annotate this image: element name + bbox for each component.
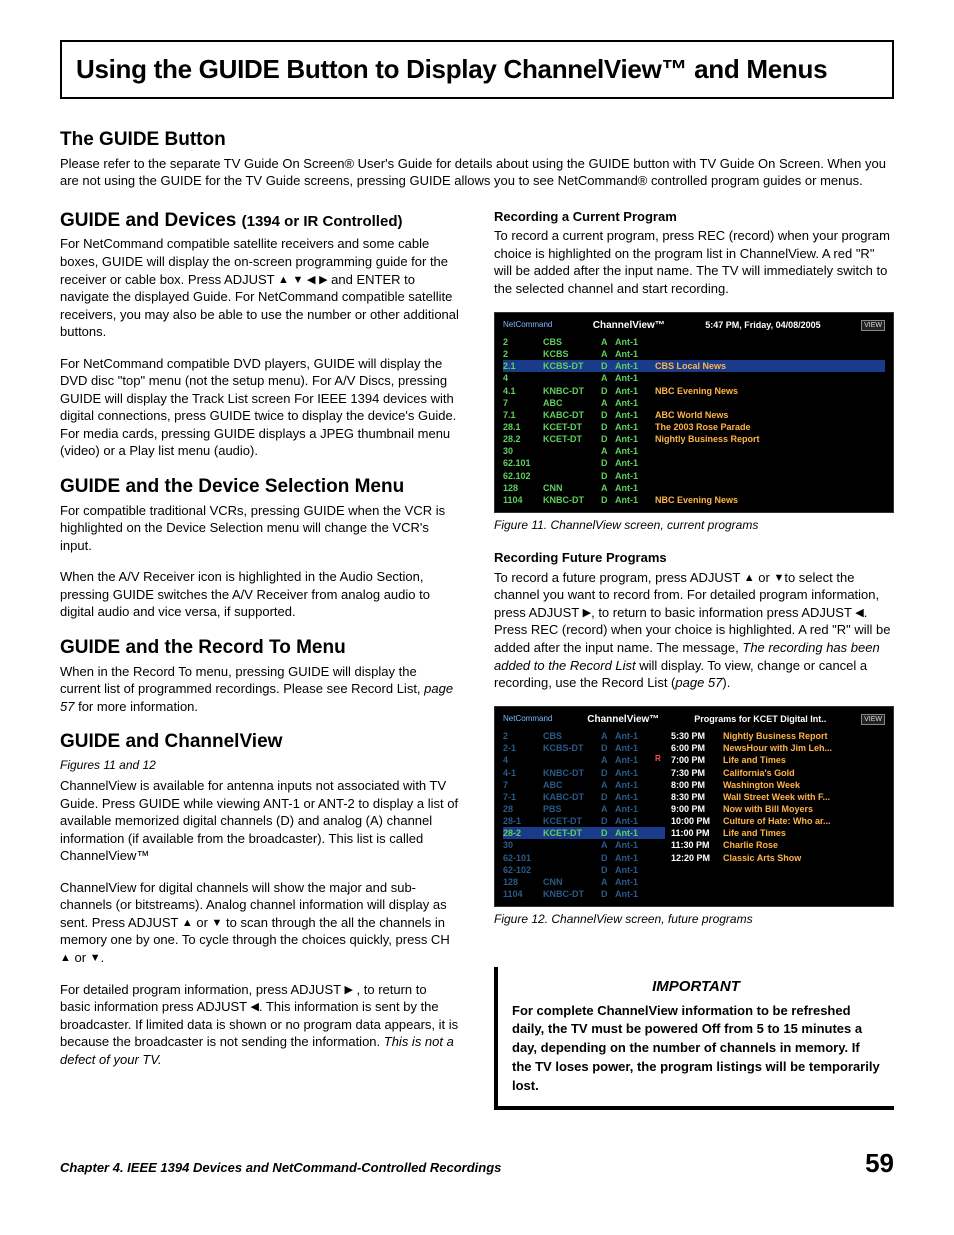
intro-section: The GUIDE Button Please refer to the sep…	[60, 127, 894, 190]
cv2-channel-row: 128CNNAAnt-1	[503, 876, 665, 888]
cv2-channel-row: 7ABCAAnt-1	[503, 779, 665, 791]
rec-current-body: To record a current program, press REC (…	[494, 227, 894, 297]
cv1-row: 30AAnt-1	[503, 445, 885, 457]
sec3-p1: When in the Record To menu, pressing GUI…	[60, 663, 460, 716]
cv2-title: ChannelView™	[587, 713, 659, 727]
page-title-box: Using the GUIDE Button to Display Channe…	[60, 40, 894, 99]
cv2-channel-row: 30AAnt-1	[503, 839, 665, 851]
cv1-rows: 2CBSAAnt-12KCBSAAnt-12.1KCBS-DTDAnt-1CBS…	[503, 336, 885, 506]
cv2-program-row: 9:00 PMNow with Bill Moyers	[671, 803, 885, 815]
channelview-screen-future: NetCommand ChannelView™ Programs for KCE…	[494, 706, 894, 907]
cv2-channel-row: 4AAnt-1R	[503, 754, 665, 766]
cv2-program-row: 7:00 PMLife and Times	[671, 754, 885, 766]
important-title: IMPORTANT	[512, 977, 880, 997]
cv2-program-row: 8:30 PMWall Street Week with F...	[671, 791, 885, 803]
cv2-channel-row: 1104KNBC-DTDAnt-1	[503, 888, 665, 900]
cv1-row: 2.1KCBS-DTDAnt-1CBS Local News	[503, 360, 885, 372]
right-column: Recording a Current Program To record a …	[494, 208, 894, 1110]
cv2-channel-row: 28PBSAAnt-1	[503, 803, 665, 815]
cv1-row: 4AAnt-1	[503, 372, 885, 384]
fig12-caption: Figure 12. ChannelView screen, future pr…	[494, 911, 894, 927]
channelview-screen-current: NetCommand ChannelView™ 5:47 PM, Friday,…	[494, 312, 894, 513]
sec2-p2: When the A/V Receiver icon is highlighte…	[60, 568, 460, 621]
cv2-brand: NetCommand	[503, 714, 552, 725]
cv2-program-row: 7:30 PMCalifornia's Gold	[671, 767, 885, 779]
rec-future-body: To record a future program, press ADJUST…	[494, 569, 894, 692]
cv1-row: 28.1KCET-DTDAnt-1The 2003 Rose Parade	[503, 421, 885, 433]
important-body: For complete ChannelView information to …	[512, 1002, 880, 1096]
cv2-programs: 5:30 PMNightly Business Report6:00 PMNew…	[671, 730, 885, 900]
rec-future-heading: Recording Future Programs	[494, 549, 894, 567]
sec4-subcaption: Figures 11 and 12	[60, 757, 460, 773]
left-column: GUIDE and Devices (1394 or IR Controlled…	[60, 208, 460, 1110]
cv1-row: 128CNNAAnt-1	[503, 482, 885, 494]
cv2-channel-row: 7-1KABC-DTDAnt-1	[503, 791, 665, 803]
cv2-program-row: 11:30 PMCharlie Rose	[671, 839, 885, 851]
cv2-program-row: 11:00 PMLife and Times	[671, 827, 885, 839]
cv1-datetime: 5:47 PM, Friday, 04/08/2005	[705, 319, 820, 331]
cv1-row: 7.1KABC-DTDAnt-1ABC World News	[503, 409, 885, 421]
sec4-p2: ChannelView for digital channels will sh…	[60, 879, 460, 967]
cv2-right-label: Programs for KCET Digital Int..	[694, 713, 826, 725]
sec2-p1: For compatible traditional VCRs, pressin…	[60, 502, 460, 555]
rec-current-heading: Recording a Current Program	[494, 208, 894, 226]
sec4-heading: GUIDE and ChannelView	[60, 729, 460, 755]
cv2-channel-row: 2-1KCBS-DTDAnt-1	[503, 742, 665, 754]
cv2-program-row: 5:30 PMNightly Business Report	[671, 730, 885, 742]
cv1-row: 62.101DAnt-1	[503, 457, 885, 469]
cv1-row: 4.1KNBC-DTDAnt-1NBC Evening News	[503, 385, 885, 397]
cv1-row: 2KCBSAAnt-1	[503, 348, 885, 360]
cv2-program-row: 6:00 PMNewsHour with Jim Leh...	[671, 742, 885, 754]
sec3-heading: GUIDE and the Record To Menu	[60, 635, 460, 661]
important-box: IMPORTANT For complete ChannelView infor…	[494, 967, 894, 1109]
sec2-heading: GUIDE and the Device Selection Menu	[60, 474, 460, 500]
cv2-channel-row: 28-2KCET-DTDAnt-1	[503, 827, 665, 839]
cv1-row: 28.2KCET-DTDAnt-1Nightly Business Report	[503, 433, 885, 445]
page-footer: Chapter 4. IEEE 1394 Devices and NetComm…	[60, 1146, 894, 1181]
cv2-channel-row: 62-101DAnt-1	[503, 852, 665, 864]
sec1-p2: For NetCommand compatible DVD players, G…	[60, 355, 460, 460]
cv2-program-row: 12:20 PMClassic Arts Show	[671, 852, 885, 864]
sec1-p1: For NetCommand compatible satellite rece…	[60, 235, 460, 340]
cv1-row: 2CBSAAnt-1	[503, 336, 885, 348]
sec4-p1: ChannelView is available for antenna inp…	[60, 777, 460, 865]
cv2-channels: 2CBSAAnt-12-1KCBS-DTDAnt-14AAnt-1R4-1KNB…	[503, 730, 665, 900]
two-column-layout: GUIDE and Devices (1394 or IR Controlled…	[60, 208, 894, 1110]
cv1-row: 62.102DAnt-1	[503, 470, 885, 482]
cv1-brand: NetCommand	[503, 320, 552, 331]
sec1-heading: GUIDE and Devices (1394 or IR Controlled…	[60, 208, 460, 234]
cv1-badge: VIEW	[861, 320, 885, 331]
page-number: 59	[865, 1146, 894, 1181]
cv1-title: ChannelView™	[593, 319, 665, 333]
cv2-program-row: 10:00 PMCulture of Hate: Who ar...	[671, 815, 885, 827]
footer-chapter: Chapter 4. IEEE 1394 Devices and NetComm…	[60, 1159, 501, 1177]
cv1-row: 7ABCAAnt-1	[503, 397, 885, 409]
sec4-p3: For detailed program information, press …	[60, 981, 460, 1069]
cv2-channel-row: 4-1KNBC-DTDAnt-1	[503, 767, 665, 779]
cv2-channel-row: 2CBSAAnt-1	[503, 730, 665, 742]
cv2-program-row: 8:00 PMWashington Week	[671, 779, 885, 791]
page-title: Using the GUIDE Button to Display Channe…	[76, 52, 878, 87]
cv2-badge: VIEW	[861, 714, 885, 725]
intro-body: Please refer to the separate TV Guide On…	[60, 155, 894, 190]
cv2-channel-row: 28-1KCET-DTDAnt-1	[503, 815, 665, 827]
cv1-row: 1104KNBC-DTDAnt-1NBC Evening News	[503, 494, 885, 506]
intro-heading: The GUIDE Button	[60, 127, 894, 153]
fig11-caption: Figure 11. ChannelView screen, current p…	[494, 517, 894, 533]
cv2-channel-row: 62-102DAnt-1	[503, 864, 665, 876]
